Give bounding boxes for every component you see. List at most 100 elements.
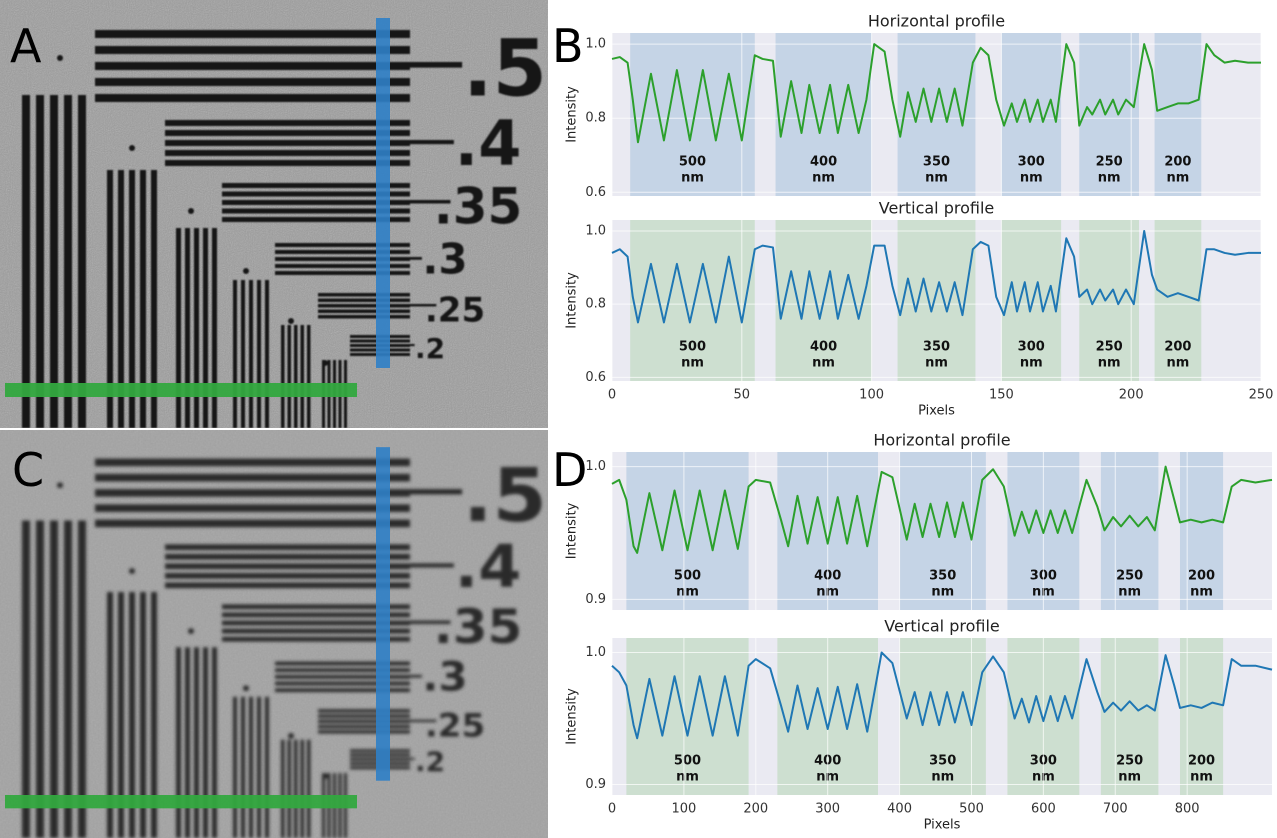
target-line [50, 95, 58, 428]
target-label: .3 [422, 235, 467, 284]
target-line [301, 325, 305, 428]
target-line [95, 46, 410, 54]
target-line [265, 280, 269, 428]
target-line [165, 582, 410, 588]
target-dot [129, 568, 135, 574]
region-unit: nm [676, 770, 699, 785]
y-tick-label: 0.8 [585, 297, 606, 312]
target-dot [322, 773, 328, 779]
target-dot [243, 685, 249, 691]
target-line [194, 228, 199, 428]
y-tick-label: 0.6 [585, 185, 606, 200]
target-line [50, 521, 58, 838]
panel-letter: D [552, 443, 587, 497]
target-line [95, 78, 410, 86]
region-label: 200 [1188, 754, 1215, 769]
region-label: 500 [674, 754, 701, 769]
x-tick-label: 500 [959, 802, 984, 817]
target-line [64, 95, 72, 428]
target-label: .5 [463, 452, 547, 539]
x-tick-label: 200 [1119, 388, 1144, 403]
y-axis-label: Intensity [565, 86, 580, 143]
vertical-profile-marker [376, 18, 390, 368]
region-label: 250 [1116, 569, 1143, 584]
target-pointer [410, 758, 415, 760]
region-unit: nm [931, 770, 954, 785]
panel-c-image: .5.4.35.3.25.2 [0, 430, 548, 838]
vertical-profile-marker [376, 447, 390, 781]
target-line [318, 310, 410, 314]
x-tick-label: 400 [887, 802, 912, 817]
target-line [194, 647, 199, 838]
region-unit: nm [1118, 585, 1141, 600]
target-line [165, 130, 410, 136]
region-unit: nm [1020, 171, 1043, 186]
region-unit: nm [812, 356, 835, 371]
y-tick-label: 1.0 [585, 459, 606, 474]
region-label: 350 [929, 754, 956, 769]
panel-letter: A [10, 19, 42, 73]
chart-title: Vertical profile [884, 617, 1000, 636]
region-label: 350 [929, 569, 956, 584]
target-dot [57, 482, 63, 488]
target-line [176, 228, 181, 428]
target-line [95, 62, 410, 70]
target-label: .25 [425, 706, 485, 744]
target-line [95, 504, 410, 512]
target-line [36, 521, 44, 838]
y-tick-label: 0.9 [585, 777, 606, 792]
target-pointer [410, 675, 422, 678]
target-dot [288, 318, 294, 324]
region-unit: nm [681, 171, 704, 186]
target-line [165, 573, 410, 579]
region-unit: nm [925, 171, 948, 186]
horizontal-profile-marker [5, 383, 357, 397]
target-pointer [410, 140, 454, 144]
region-unit: nm [925, 356, 948, 371]
region-unit: nm [931, 585, 954, 600]
target-line [203, 228, 208, 428]
target-dot [129, 145, 135, 151]
target-line [165, 140, 410, 146]
region-label: 200 [1164, 155, 1191, 170]
region-label: 200 [1188, 569, 1215, 584]
target-line [36, 95, 44, 428]
target-line [22, 521, 30, 838]
target-line [233, 697, 237, 838]
target-line [95, 94, 410, 102]
target-dot [322, 360, 328, 366]
target-line [95, 489, 410, 497]
region-label: 250 [1116, 754, 1143, 769]
region-unit: nm [1118, 770, 1141, 785]
target-line [281, 325, 285, 428]
target-pointer [410, 563, 454, 567]
target-line [294, 740, 298, 838]
target-line [257, 697, 261, 838]
x-tick-label: 50 [734, 388, 751, 403]
target-line [203, 647, 208, 838]
x-tick-label: 100 [671, 802, 696, 817]
region-label: 500 [679, 155, 706, 170]
region-unit: nm [812, 171, 835, 186]
target-pointer [410, 489, 462, 494]
target-line [95, 30, 410, 38]
y-axis-label: Intensity [565, 688, 580, 745]
target-line [176, 647, 181, 838]
region-unit: nm [1167, 171, 1190, 186]
target-line [249, 697, 253, 838]
region-unit: nm [1167, 356, 1190, 371]
region-label: 200 [1164, 340, 1191, 355]
target-line [95, 459, 410, 467]
x-tick-label: 700 [1103, 802, 1128, 817]
y-tick-label: 0.9 [585, 592, 606, 607]
target-line [241, 697, 245, 838]
target-line [22, 95, 30, 428]
target-line [257, 280, 261, 428]
x-tick-label: 800 [1175, 802, 1200, 817]
target-line [318, 725, 410, 728]
target-line [95, 474, 410, 482]
target-label: .3 [422, 653, 467, 700]
target-line [265, 697, 269, 838]
y-tick-label: 1.0 [585, 645, 606, 660]
target-line [318, 709, 410, 712]
